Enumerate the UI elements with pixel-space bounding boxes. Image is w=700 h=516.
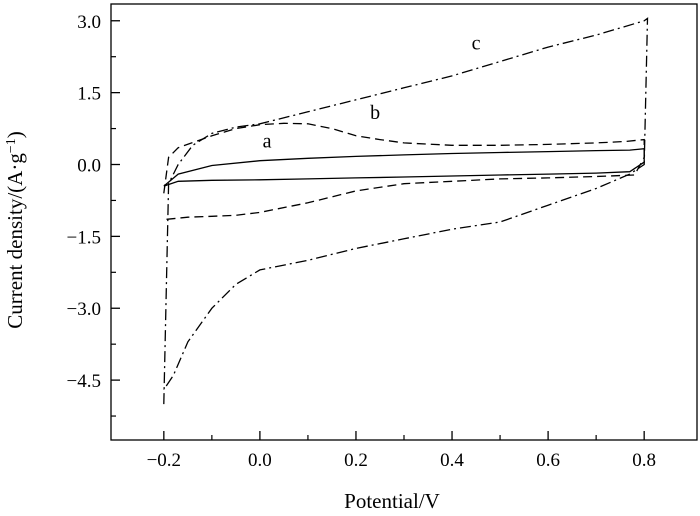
curve-label-c: c: [472, 33, 481, 55]
y-tick-label: −1.5: [67, 227, 101, 248]
tick-marks: [111, 20, 645, 440]
curve-label-a: a: [263, 131, 272, 153]
x-tick-label: −0.2: [147, 450, 181, 471]
y-axis-title-close: ): [3, 131, 27, 138]
curve-label-b: b: [370, 102, 380, 124]
y-tick-label: 0.0: [77, 156, 101, 177]
curve-b: [163, 122, 645, 221]
x-tick-label: 0.6: [536, 450, 560, 471]
curve-a: [163, 147, 645, 187]
y-tick-label: −3.0: [67, 299, 101, 320]
x-tick-label: 0.4: [440, 450, 464, 471]
plot-area: a b c: [163, 17, 649, 405]
y-tick-label: −4.5: [67, 371, 101, 392]
y-axis-title-exponent: −1: [4, 138, 19, 153]
x-axis-title: Potential/V: [344, 489, 440, 513]
plot-frame: [110, 3, 698, 441]
y-tick-label: 1.5: [77, 84, 101, 105]
y-tick-label: 3.0: [77, 12, 101, 33]
x-tick-label: 0.0: [248, 450, 272, 471]
y-axis-title: Current density/(A·g−1): [3, 131, 27, 328]
x-tick-labels: −0.2 0.0 0.2 0.4 0.6 0.8: [147, 450, 656, 471]
curve-c: [163, 17, 649, 405]
x-tick-label: 0.8: [632, 450, 656, 471]
y-axis-title-main: Current density/(A·g: [3, 153, 27, 329]
x-tick-label: 0.2: [344, 450, 368, 471]
y-tick-labels: 3.0 1.5 0.0 −1.5 −3.0 −4.5: [67, 12, 101, 392]
